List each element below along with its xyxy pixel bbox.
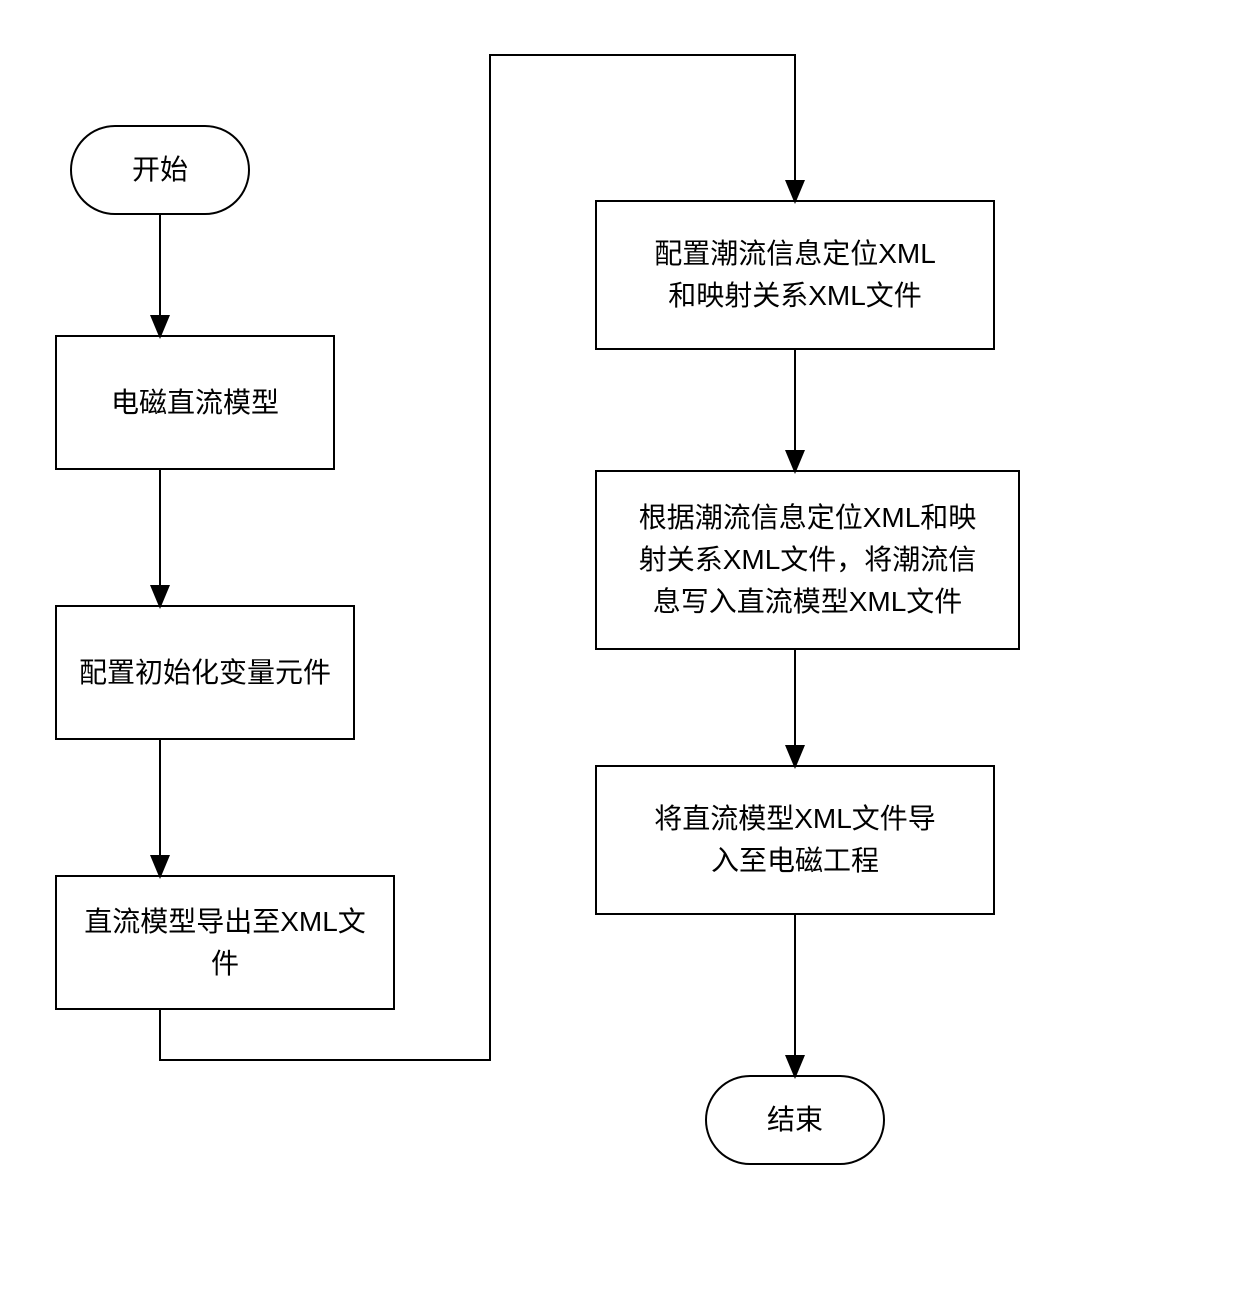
n5-label: 根据潮流信息定位XML和映 射关系XML文件，将潮流信 息写入直流模型XML文件 (639, 497, 977, 623)
n1-label: 电磁直流模型 (111, 382, 279, 424)
process-import-dc-xml: 将直流模型XML文件导 入至电磁工程 (595, 765, 995, 915)
n4-label: 配置潮流信息定位XML 和映射关系XML文件 (654, 233, 936, 317)
process-export-dc-xml: 直流模型导出至XML文件 (55, 875, 395, 1010)
n2-label: 配置初始化变量元件 (79, 652, 331, 694)
start-label: 开始 (132, 149, 188, 191)
process-electromagnetic-dc-model: 电磁直流模型 (55, 335, 335, 470)
end-label: 结束 (767, 1099, 823, 1141)
start-node: 开始 (70, 125, 250, 215)
process-configure-powerflow-xml: 配置潮流信息定位XML 和映射关系XML文件 (595, 200, 995, 350)
end-node: 结束 (705, 1075, 885, 1165)
n6-label: 将直流模型XML文件导 入至电磁工程 (654, 798, 936, 882)
n3-label: 直流模型导出至XML文件 (75, 901, 375, 985)
process-write-powerflow-to-dc-xml: 根据潮流信息定位XML和映 射关系XML文件，将潮流信 息写入直流模型XML文件 (595, 470, 1020, 650)
process-configure-init-variable: 配置初始化变量元件 (55, 605, 355, 740)
